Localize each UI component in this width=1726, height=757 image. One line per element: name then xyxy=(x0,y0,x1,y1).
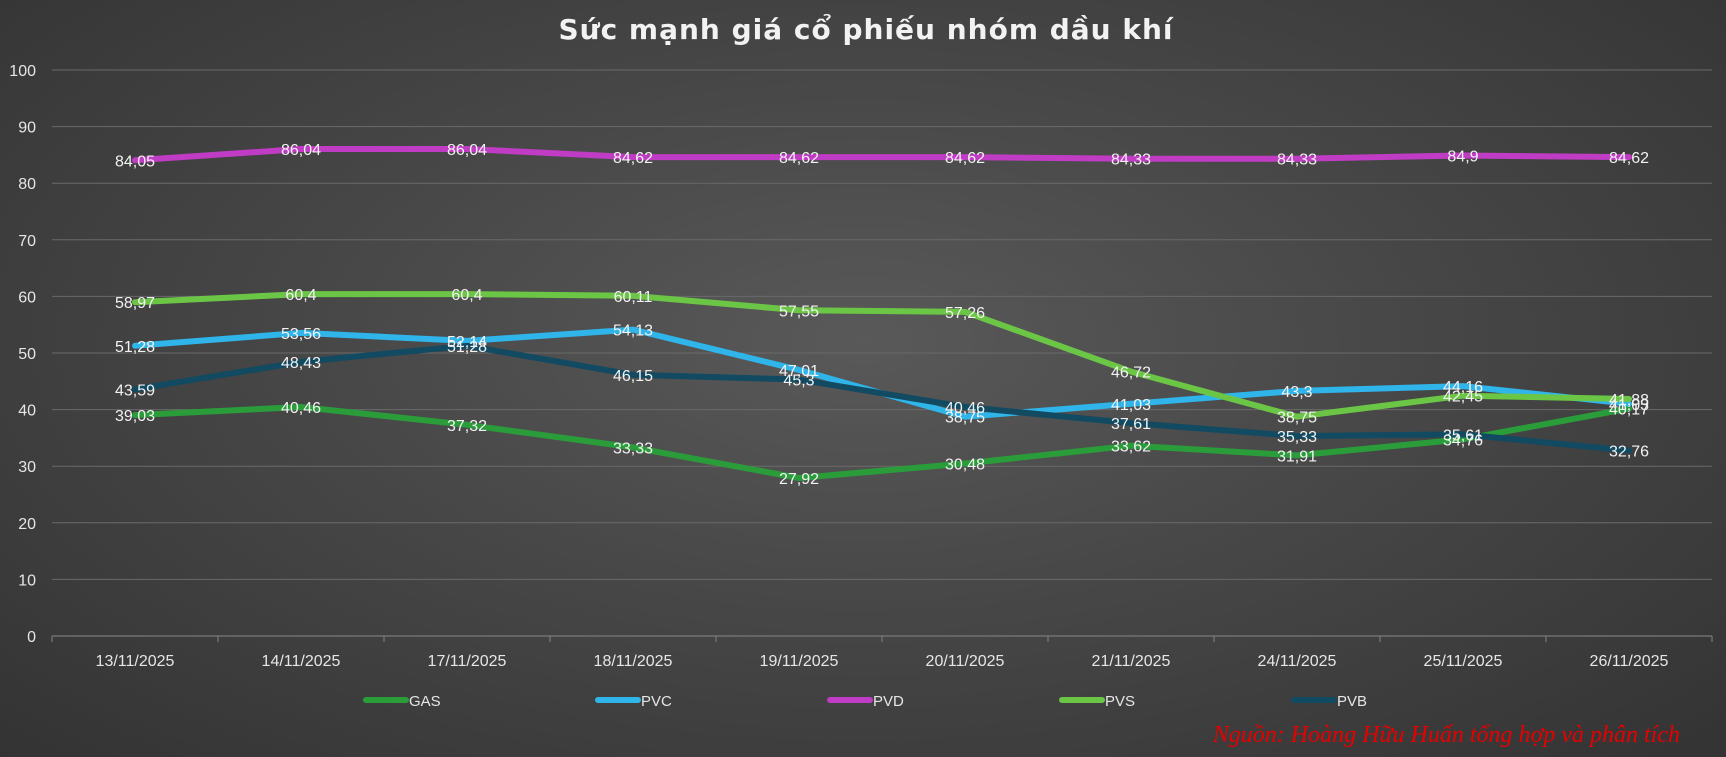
data-label-gas: 40,17 xyxy=(1609,402,1649,419)
legend-label: PVD xyxy=(873,693,904,710)
data-labels: 39,03 40,46 37,32 33,33 27,92 30,48 33,62 31,91… xyxy=(115,142,1649,488)
data-label-pvd: 84,62 xyxy=(945,150,985,167)
data-label-pvc: 38,75 xyxy=(945,410,985,427)
data-label-pvs: 57,26 xyxy=(945,305,985,322)
data-label-gas: 33,62 xyxy=(1111,439,1151,456)
legend-item-pvc[interactable]: PVC xyxy=(595,693,672,710)
data-label-pvd: 84,62 xyxy=(779,150,819,167)
legend-label: GAS xyxy=(409,693,441,710)
data-label-pvc: 44,16 xyxy=(1443,379,1483,396)
x-tick-label: 25/11/2025 xyxy=(1424,653,1503,670)
y-tick-label: 60 xyxy=(18,289,36,306)
data-label-pvc: 47,01 xyxy=(779,363,819,380)
data-label-pvc: 43,3 xyxy=(1281,384,1312,401)
data-label-pvb: 32,76 xyxy=(1609,444,1649,461)
data-label-pvs: 60,11 xyxy=(614,289,653,306)
data-label-pvc: 53,56 xyxy=(281,326,321,343)
data-label-gas: 31,91 xyxy=(1277,448,1317,465)
data-label-gas: 34,76 xyxy=(1443,432,1483,449)
data-label-pvd: 84,33 xyxy=(1277,152,1317,169)
y-axis-ticks: 0 10 20 30 40 50 60 70 80 90 100 xyxy=(9,63,36,646)
x-tick-label: 13/11/2025 xyxy=(96,653,175,670)
x-axis-ticks: 13/11/2025 14/11/2025 17/11/2025 18/11/2025… xyxy=(96,653,1669,670)
data-label-pvs: 60,4 xyxy=(451,287,482,304)
data-label-pvs: 60,4 xyxy=(285,287,316,304)
x-tick-label: 14/11/2025 xyxy=(262,653,341,670)
data-label-pvc: 41,03 xyxy=(1609,397,1649,414)
y-tick-label: 30 xyxy=(18,459,36,476)
data-label-pvs: 38,75 xyxy=(1277,410,1317,427)
legend-label: PVC xyxy=(641,693,672,710)
y-tick-label: 40 xyxy=(18,403,36,420)
legend-label: PVS xyxy=(1105,693,1135,710)
data-label-pvc: 41,03 xyxy=(1111,397,1151,414)
data-label-pvb: 35,61 xyxy=(1443,427,1483,444)
data-label-pvd: 84,05 xyxy=(115,153,155,170)
data-label-pvb: 43,59 xyxy=(115,382,155,399)
series-line-pvb xyxy=(132,342,1632,454)
data-label-gas: 39,03 xyxy=(115,408,155,425)
y-tick-label: 80 xyxy=(18,176,36,193)
series-line-pvd xyxy=(132,146,1632,164)
y-tick-label: 50 xyxy=(18,346,36,363)
x-tick-label: 19/11/2025 xyxy=(760,653,839,670)
x-tick-label: 17/11/2025 xyxy=(428,653,507,670)
legend[interactable]: GAS PVC PVD PVS PVB xyxy=(363,693,1367,710)
x-tick-label: 18/11/2025 xyxy=(594,653,673,670)
series-lines xyxy=(132,146,1632,481)
data-label-pvc: 52,14 xyxy=(447,334,487,351)
data-label-pvd: 84,33 xyxy=(1111,152,1151,169)
data-label-pvs: 42,45 xyxy=(1443,389,1483,406)
data-label-pvs: 58,97 xyxy=(115,295,155,312)
data-label-pvc: 51,28 xyxy=(115,339,155,356)
data-label-pvb: 45,3 xyxy=(783,373,814,390)
y-tick-label: 90 xyxy=(18,120,36,137)
y-tick-label: 10 xyxy=(18,572,36,589)
data-label-gas: 40,46 xyxy=(281,400,321,417)
series-line-pvs xyxy=(132,291,1632,420)
series-line-gas xyxy=(132,404,1632,481)
data-label-pvb: 48,43 xyxy=(281,355,321,372)
source-note: Nguồn: Hoàng Hữu Huấn tổng hợp và phân t… xyxy=(1212,722,1680,748)
y-tick-label: 70 xyxy=(18,233,36,250)
data-label-pvd: 84,9 xyxy=(1447,148,1478,165)
legend-item-pvd[interactable]: PVD xyxy=(827,693,904,710)
data-label-pvb: 40,46 xyxy=(945,400,985,417)
data-label-pvb: 46,15 xyxy=(613,368,653,385)
data-label-gas: 33,33 xyxy=(613,440,653,457)
y-tick-label: 100 xyxy=(9,63,36,80)
legend-item-gas[interactable]: GAS xyxy=(363,693,441,710)
x-tick-label: 21/11/2025 xyxy=(1092,653,1171,670)
data-label-gas: 27,92 xyxy=(779,471,819,488)
data-label-pvs: 41,88 xyxy=(1609,392,1649,409)
x-tick-label: 26/11/2025 xyxy=(1590,653,1669,670)
legend-label: PVB xyxy=(1337,693,1367,710)
data-label-pvs: 57,55 xyxy=(779,303,819,320)
legend-item-pvb[interactable]: PVB xyxy=(1291,693,1367,710)
data-label-pvd: 86,04 xyxy=(281,142,321,159)
data-label-pvd: 84,62 xyxy=(1609,150,1649,167)
y-tick-label: 0 xyxy=(27,629,36,646)
data-label-gas: 30,48 xyxy=(945,456,985,473)
data-label-pvs: 46,72 xyxy=(1111,365,1151,382)
data-label-pvc: 54,13 xyxy=(613,323,653,340)
data-label-pvb: 51,28 xyxy=(447,339,487,356)
data-label-pvd: 86,04 xyxy=(447,142,487,159)
legend-item-pvs[interactable]: PVS xyxy=(1059,693,1135,710)
x-tick-label: 24/11/2025 xyxy=(1258,653,1337,670)
chart-title: Sức mạnh giá cổ phiếu nhóm dầu khí xyxy=(558,12,1173,46)
data-label-pvb: 37,61 xyxy=(1111,416,1151,433)
y-tick-label: 20 xyxy=(18,516,36,533)
x-tick-label: 20/11/2025 xyxy=(926,653,1005,670)
data-label-pvd: 84,62 xyxy=(613,150,653,167)
data-label-pvb: 35,33 xyxy=(1277,429,1317,446)
data-label-gas: 37,32 xyxy=(447,418,487,435)
